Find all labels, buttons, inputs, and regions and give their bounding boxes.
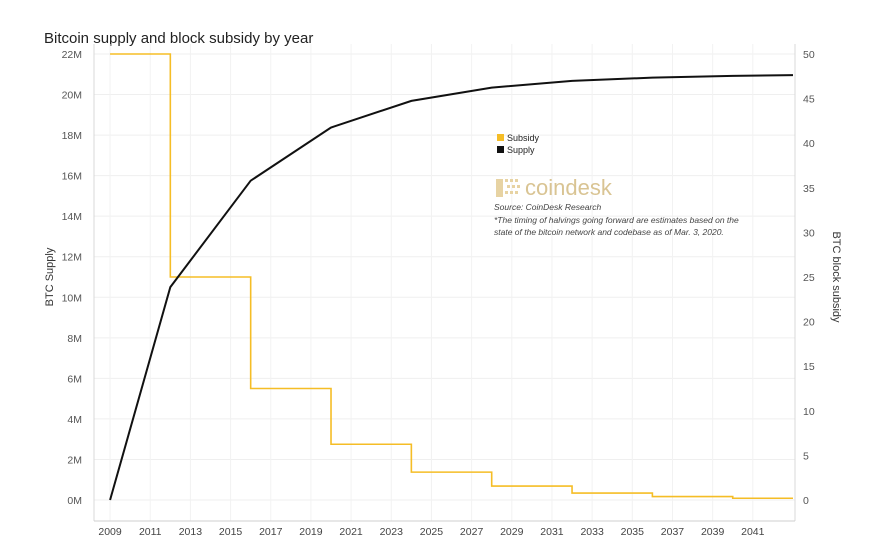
y-left-tick-label: 20M <box>62 90 82 102</box>
x-tick-label: 2019 <box>299 526 323 538</box>
x-tick-label: 2029 <box>500 526 524 538</box>
x-tick-label: 2015 <box>219 526 243 538</box>
logo-wordmark: coindesk <box>525 175 613 200</box>
series-layer <box>109 53 794 501</box>
y-left-tick-label: 10M <box>62 292 82 304</box>
logo-mark-bar <box>496 179 503 197</box>
coindesk-logo-icon: coindesk <box>496 175 613 200</box>
y-left-tick-label: 16M <box>62 171 82 183</box>
logo-mark-dot <box>515 191 518 194</box>
series-line-supply <box>109 74 794 501</box>
grid <box>94 44 795 521</box>
y-left-tick-label: 12M <box>62 252 82 264</box>
chart-title: Bitcoin supply and block subsidy by year <box>44 30 314 47</box>
disclaimer-line-2: state of the bitcoin network and codebas… <box>494 227 724 237</box>
y-right-tick-label: 25 <box>803 272 815 284</box>
x-tick-label: 2013 <box>179 526 203 538</box>
source-note: Source: CoinDesk Research <box>494 202 602 212</box>
legend: Subsidy Supply <box>497 133 540 155</box>
y-left-tick-label: 0M <box>67 495 82 507</box>
y-right-tick-label: 20 <box>803 317 815 329</box>
legend-swatch-subsidy <box>497 134 504 141</box>
x-tick-label: 2031 <box>540 526 564 538</box>
logo-mark-dot <box>515 179 518 182</box>
y-left-axis-title: BTC Supply <box>44 247 56 306</box>
logo-mark-dot <box>505 191 508 194</box>
x-tick-label: 2021 <box>339 526 363 538</box>
logo-mark-dot <box>512 185 515 188</box>
x-tick-label: 2033 <box>580 526 604 538</box>
x-tick-label: 2011 <box>139 526 162 538</box>
y-left-tick-label: 4M <box>67 414 82 426</box>
series-line-subsidy <box>110 53 793 500</box>
x-tick-label: 2037 <box>661 526 685 538</box>
legend-swatch-supply <box>497 146 504 153</box>
y-left-tick-label: 2M <box>67 454 82 466</box>
y-right-tick-label: 15 <box>803 361 815 373</box>
logo-mark-dot <box>510 179 513 182</box>
y-right-tick-label: 45 <box>803 94 815 106</box>
logo-mark-dot <box>505 179 508 182</box>
logo-mark-dot <box>517 185 520 188</box>
y-right-tick-label: 0 <box>803 495 809 507</box>
x-tick-label: 2009 <box>98 526 122 538</box>
x-tick-label: 2025 <box>420 526 444 538</box>
y-left-tick-label: 18M <box>62 130 82 142</box>
y-right-axis-title: BTC block subsidy <box>830 231 842 323</box>
legend-label-supply: Supply <box>507 145 535 155</box>
y-right-tick-label: 10 <box>803 406 815 418</box>
y-left-tick-label: 8M <box>67 333 82 345</box>
y-left-tick-label: 6M <box>67 373 82 385</box>
x-tick-label: 2027 <box>460 526 484 538</box>
y-left-tick-label: 14M <box>62 211 82 223</box>
logo-mark-dot <box>510 191 513 194</box>
x-tick-label: 2035 <box>621 526 645 538</box>
y-right-tick-label: 50 <box>803 49 815 61</box>
legend-label-subsidy: Subsidy <box>507 133 540 143</box>
disclaimer-line-1: *The timing of halvings going forward ar… <box>494 215 739 225</box>
x-tick-label: 2039 <box>701 526 725 538</box>
y-right-tick-label: 35 <box>803 183 815 195</box>
y-right-tick-label: 30 <box>803 227 815 239</box>
logo-mark-dot <box>507 185 510 188</box>
x-tick-label: 2023 <box>380 526 404 538</box>
x-tick-label: 2041 <box>741 526 765 538</box>
y-left-tick-label: 22M <box>62 49 82 61</box>
annotations: coindesk Source: CoinDesk Research *The ti… <box>494 175 739 237</box>
y-right-tick-label: 40 <box>803 138 815 150</box>
x-tick-label: 2017 <box>259 526 283 538</box>
y-right-tick-label: 5 <box>803 450 809 462</box>
axes: 0M2M4M6M8M10M12M14M16M18M20M22M051015202… <box>44 44 842 538</box>
